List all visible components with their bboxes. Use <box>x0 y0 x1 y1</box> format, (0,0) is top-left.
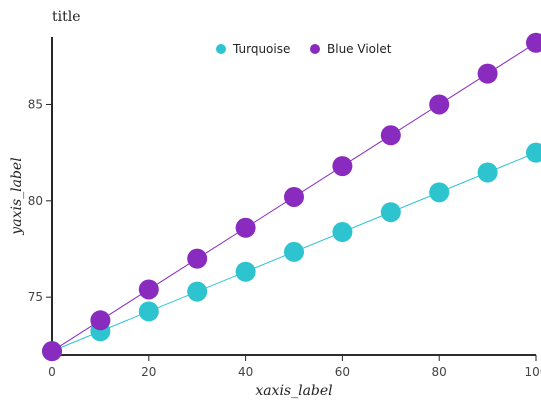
series-marker-blue-violet <box>187 248 208 269</box>
series-marker-blue-violet <box>42 341 62 362</box>
series-marker-turquoise <box>284 241 304 262</box>
series-marker-turquoise <box>332 222 353 243</box>
series-marker-turquoise <box>187 281 208 302</box>
x-tick-label-60: 60 <box>335 365 350 379</box>
y-tick-label-80: 80 <box>28 194 43 208</box>
chart-title: title <box>52 9 81 25</box>
x-tick-label-80: 80 <box>432 365 447 379</box>
y-tick-label-75: 75 <box>28 290 43 304</box>
series-marker-turquoise <box>526 142 541 163</box>
legend-label-blue-violet: Blue Violet <box>327 42 392 56</box>
series-marker-turquoise <box>138 301 159 322</box>
series-marker-blue-violet <box>380 125 401 146</box>
legend: Turquoise Blue Violet <box>216 42 392 56</box>
legend-label-turquoise: Turquoise <box>232 42 290 56</box>
series-marker-blue-violet <box>284 186 304 207</box>
series-marker-turquoise <box>429 182 450 203</box>
tick-group: 0 20 40 60 80 100 75 80 85 <box>28 97 541 379</box>
series-marker-blue-violet <box>235 217 256 238</box>
series-marker-turquoise <box>380 202 401 223</box>
y-tick-label-85: 85 <box>28 97 43 111</box>
y-axis-title: yaxis_label <box>9 157 25 235</box>
legend-marker-turquoise <box>216 44 226 54</box>
series-marker-blue-violet <box>332 156 353 177</box>
series-layer <box>42 32 541 362</box>
series-marker-blue-violet <box>429 94 450 115</box>
x-tick-label-0: 0 <box>48 365 56 379</box>
x-axis-title: xaxis_label <box>255 383 332 399</box>
legend-marker-blue-violet <box>310 44 320 54</box>
series-marker-blue-violet <box>90 310 111 331</box>
x-tick-label-40: 40 <box>238 365 253 379</box>
series-marker-blue-violet <box>526 32 541 53</box>
series-marker-turquoise <box>477 162 498 183</box>
series-marker-blue-violet <box>138 279 159 300</box>
x-tick-label-100: 100 <box>525 365 541 379</box>
series-marker-blue-violet <box>477 63 498 84</box>
axes <box>51 37 536 356</box>
x-tick-label-20: 20 <box>141 365 156 379</box>
series-marker-turquoise <box>235 261 256 282</box>
